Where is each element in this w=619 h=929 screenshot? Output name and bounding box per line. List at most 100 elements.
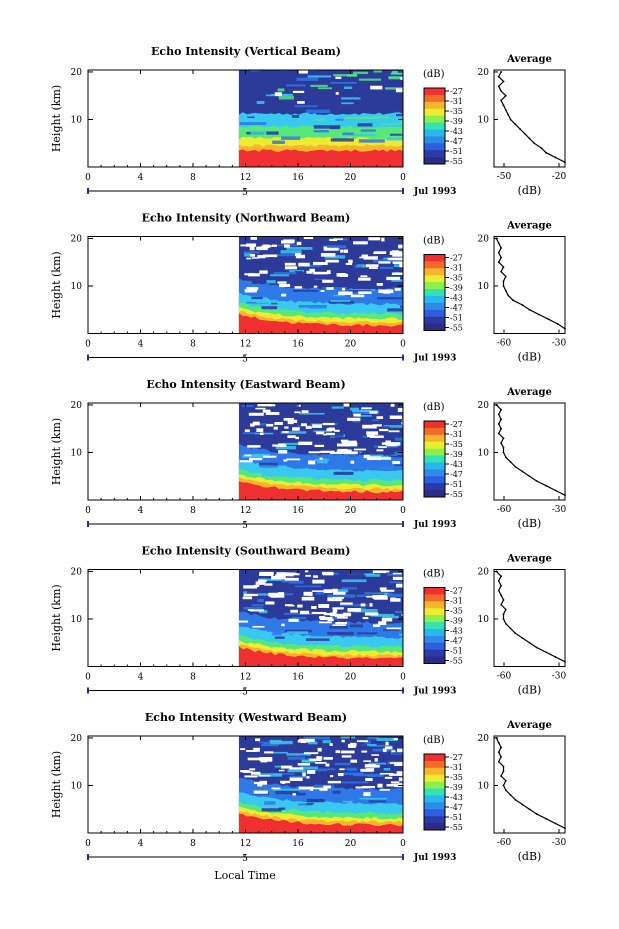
colorbar-swatch <box>424 462 445 470</box>
echo-streak <box>320 291 349 294</box>
echo-streak <box>344 86 353 90</box>
echo-streak <box>367 736 379 740</box>
echo-streak <box>342 800 353 803</box>
day-marker: 5 <box>242 521 248 531</box>
echo-streak <box>271 633 282 636</box>
missing-data-gap <box>336 443 351 447</box>
x-tick-label: 0 <box>85 839 91 849</box>
missing-data-gap <box>287 420 294 425</box>
echo-streak <box>286 246 313 250</box>
missing-data-gap <box>282 431 289 433</box>
profile-point <box>545 651 547 654</box>
profile-frame <box>493 569 566 667</box>
missing-data-gap <box>385 440 391 444</box>
echo-streak <box>264 801 276 805</box>
profile-point <box>519 128 521 130</box>
echo-streak <box>327 755 351 759</box>
profile-point <box>514 123 517 126</box>
missing-data-gap <box>374 758 378 762</box>
missing-data-gap <box>255 738 261 742</box>
echo-streak <box>315 118 326 121</box>
missing-data-gap <box>389 415 403 419</box>
echo-streak <box>302 784 313 786</box>
echo-streak <box>258 741 279 744</box>
echo-streak <box>287 756 306 760</box>
echo-streak <box>289 775 311 779</box>
echo-streak <box>358 267 370 271</box>
missing-data-gap <box>296 404 301 407</box>
missing-data-gap <box>368 237 381 241</box>
y-tick-label: 20 <box>71 734 83 744</box>
panel-title: Echo Intensity (Westward Beam) <box>145 711 347 724</box>
missing-data-gap <box>349 742 357 747</box>
echo-streak <box>322 287 347 291</box>
missing-data-gap <box>250 236 257 240</box>
echo-heatmap <box>238 236 403 334</box>
profile-point <box>521 637 524 639</box>
echo-streak <box>375 307 383 311</box>
missing-data-gap <box>258 774 271 777</box>
echo-streak <box>280 431 307 434</box>
echo-streak <box>349 624 364 628</box>
colorbar-frame <box>423 420 446 498</box>
missing-data-gap <box>326 287 334 290</box>
profile-point <box>504 779 507 782</box>
echo-streak <box>365 573 381 577</box>
echo-streak <box>348 133 377 137</box>
colorbar-tick-label: -35 <box>450 107 463 116</box>
echo-streak <box>387 308 403 312</box>
missing-data-gap <box>384 746 393 750</box>
missing-data-gap <box>398 777 403 782</box>
colorbar-swatch <box>424 476 445 484</box>
missing-data-gap <box>376 570 390 573</box>
echo-streak <box>251 604 264 607</box>
missing-data-gap <box>247 445 261 448</box>
colorbar-swatch <box>424 94 445 103</box>
colorbar-swatch <box>424 441 445 450</box>
missing-data-gap <box>246 287 259 291</box>
missing-data-gap <box>250 253 256 257</box>
missing-data-gap <box>252 626 265 628</box>
echo-streak <box>309 276 330 280</box>
missing-data-gap <box>397 748 403 753</box>
missing-data-gap <box>372 424 382 427</box>
missing-data-gap <box>382 291 391 294</box>
echo-streak <box>340 781 369 784</box>
x-tick-label: 0 <box>400 839 406 849</box>
profile-point <box>502 285 505 287</box>
colorbar-swatch <box>424 136 445 144</box>
colorbar-swatch <box>424 434 445 443</box>
colorbar-tick-label: -55 <box>450 157 463 166</box>
missing-data-gap <box>342 440 357 444</box>
missing-data-gap <box>337 616 348 619</box>
echo-streak <box>299 412 325 415</box>
echo-streak <box>353 608 378 613</box>
echo-streak <box>384 244 398 247</box>
missing-data-gap <box>394 288 401 291</box>
missing-data-gap <box>239 460 253 463</box>
missing-data-gap <box>288 618 299 622</box>
missing-data-gap <box>283 239 295 244</box>
colorbar-tick-label: -47 <box>450 137 463 146</box>
x-tick-label: 20 <box>345 839 357 849</box>
missing-data-gap <box>396 771 403 775</box>
profile-point <box>528 641 531 644</box>
colorbar-tick-label: -39 <box>450 284 463 293</box>
missing-data-gap <box>316 756 323 760</box>
colorbar-unit: (dB) <box>423 236 445 247</box>
echo-streak <box>394 451 403 456</box>
profile-point <box>500 775 502 777</box>
colorbar-swatch <box>424 129 445 137</box>
echo-streak <box>292 289 319 292</box>
colorbar-frame <box>423 87 446 165</box>
colorbar-swatch <box>424 781 445 790</box>
profile-point <box>500 90 502 92</box>
missing-data-gap <box>284 426 289 429</box>
profile-point <box>504 789 507 792</box>
missing-data-gap <box>303 752 319 755</box>
missing-data-gap <box>320 290 325 292</box>
colorbar-swatch <box>424 754 445 762</box>
colorbar-swatch <box>424 809 445 817</box>
echo-streak <box>345 767 358 772</box>
echo-streak <box>360 129 376 132</box>
